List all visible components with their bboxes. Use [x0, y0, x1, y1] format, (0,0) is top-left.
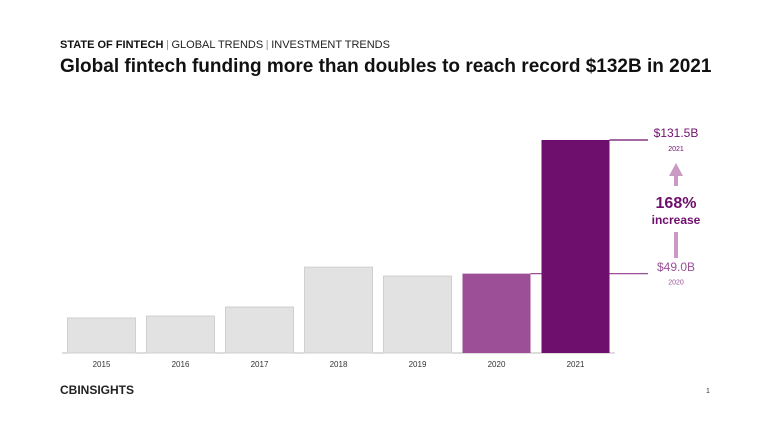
breadcrumb-item: GLOBAL TRENDS	[171, 39, 263, 51]
bar	[541, 140, 610, 353]
x-tick-label: 2020	[488, 360, 506, 369]
bar	[67, 317, 136, 354]
x-tick-label: 2015	[93, 360, 111, 369]
bar	[462, 273, 531, 353]
x-tick-label: 2021	[567, 360, 585, 369]
breadcrumb-item: INVESTMENT TRENDS	[271, 39, 390, 51]
bar	[225, 306, 294, 354]
increase-value: 168%	[656, 195, 697, 212]
x-tick-label: 2018	[330, 360, 348, 369]
breadcrumb-main: STATE OF FINTECH	[60, 39, 164, 51]
value-label-year: 2021	[668, 146, 684, 153]
x-tick-label: 2019	[409, 360, 427, 369]
bar	[383, 275, 452, 354]
arrow-head	[669, 163, 683, 176]
value-label-year: 2020	[668, 279, 684, 286]
x-tick-label: 2017	[251, 360, 269, 369]
page-number: 1	[706, 388, 710, 395]
value-label: $49.0B	[657, 260, 695, 274]
value-label: $131.5B	[654, 126, 699, 140]
chart-title: Global fintech funding more than doubles…	[60, 56, 712, 77]
logo: CBINSIGHTS	[60, 383, 134, 397]
bar	[304, 266, 373, 354]
x-tick-label: 2016	[172, 360, 190, 369]
increase-text: increase	[652, 213, 701, 227]
bar	[146, 315, 215, 354]
